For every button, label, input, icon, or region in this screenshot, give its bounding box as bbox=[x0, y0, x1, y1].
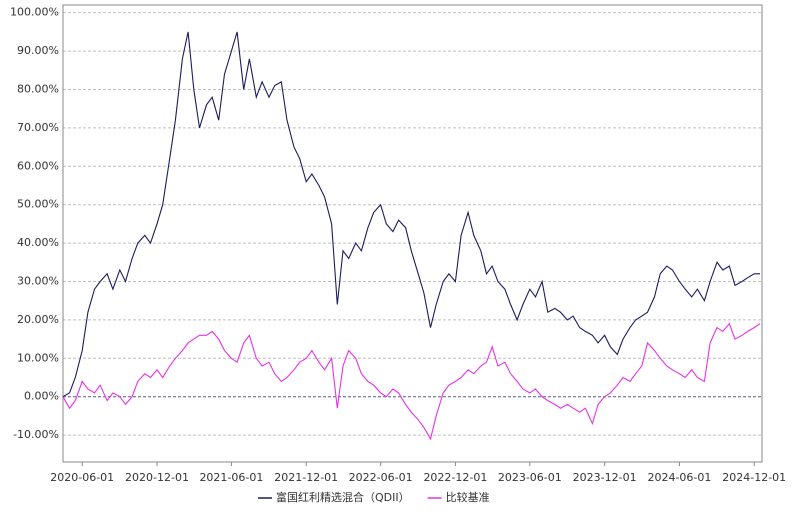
y-tick-label: 40.00% bbox=[17, 236, 59, 249]
y-tick-label: 80.00% bbox=[17, 82, 59, 95]
y-tick-label: 10.00% bbox=[17, 351, 59, 364]
x-tick-label: 2021-06-01 bbox=[199, 471, 263, 484]
series-line bbox=[62, 31, 760, 398]
y-tick-label: -10.00% bbox=[13, 428, 59, 441]
legend-label: 比较基准 bbox=[446, 490, 490, 504]
y-tick-label: 20.00% bbox=[17, 313, 59, 326]
y-tick-label: 100.00% bbox=[10, 6, 59, 19]
y-tick-label: 90.00% bbox=[17, 44, 59, 57]
legend-label: 富国红利精选混合（QDII） bbox=[276, 490, 410, 504]
x-tick-label: 2023-06-01 bbox=[498, 471, 562, 484]
plot-frame bbox=[62, 4, 763, 463]
x-tick-label: 2020-12-01 bbox=[125, 471, 189, 484]
y-tick-label: 30.00% bbox=[17, 275, 59, 288]
x-tick-label: 2020-06-01 bbox=[50, 471, 114, 484]
y-tick-label: 60.00% bbox=[17, 159, 59, 172]
x-tick-label: 2022-12-01 bbox=[423, 471, 487, 484]
x-tick-label: 2022-06-01 bbox=[349, 471, 413, 484]
x-tick-label: 2023-12-01 bbox=[573, 471, 637, 484]
x-tick-label: 2024-12-01 bbox=[722, 471, 786, 484]
x-tick-label: 2021-12-01 bbox=[274, 471, 338, 484]
y-tick-label: 50.00% bbox=[17, 198, 59, 211]
x-tick-label: 2024-06-01 bbox=[647, 471, 711, 484]
series-line bbox=[62, 322, 761, 441]
y-tick-label: 0.00% bbox=[24, 390, 59, 403]
y-tick-label: 70.00% bbox=[17, 121, 59, 134]
